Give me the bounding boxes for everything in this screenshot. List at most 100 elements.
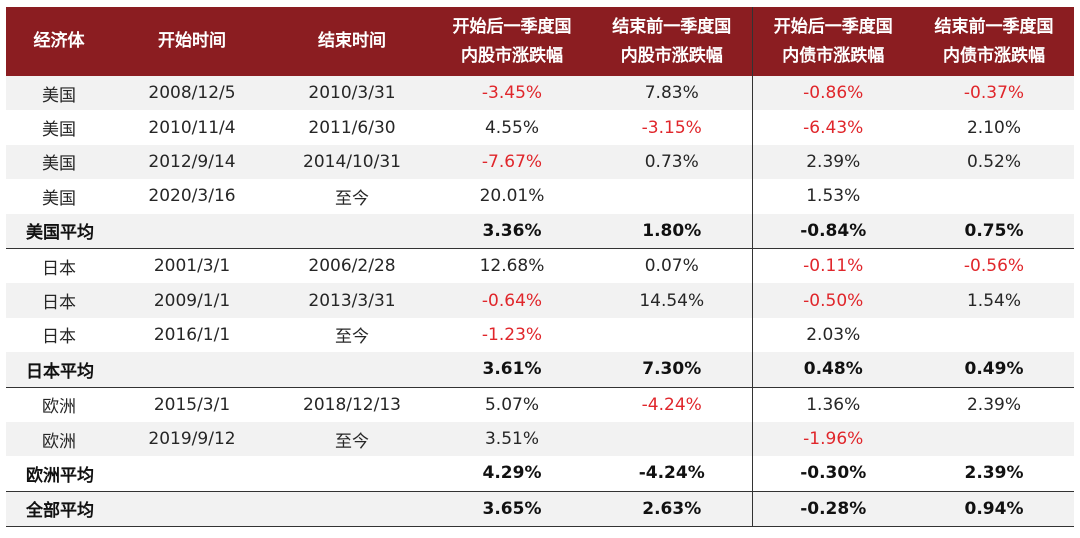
cell-bond-before-end: 2.39% [964,463,1024,484]
cell-start-date [112,213,272,249]
cell-economy: 日本 [6,283,112,318]
cell-stock-before-end [592,318,752,352]
cell-start-date: 2001/3/1 [112,247,272,284]
cell-economy: 美国 [6,144,112,180]
cell-start-date: 2012/9/14 [112,144,272,180]
cell-bond-after-start: 0.48% [751,352,914,388]
header-stock-after-start: 开始后一季度国 内股市涨跌幅 [432,7,592,76]
cell-end-date [272,352,432,388]
cell-stock-before-end: 1.80% [592,213,752,249]
cell-stock-after-start: 5.07% [432,386,592,422]
cell-economy: 美国 [6,76,112,111]
cell-start-date: 2016/1/1 [153,324,231,345]
cell-bond-before-end: 0.49% [914,352,1074,388]
table-row: 日本 2009/1/1 2013/3/31 -0.64% 14.54% -0.50% 1.5… [6,283,1074,318]
cell-bond-after-start: 2.39% [751,144,914,180]
cell-end-date: 至今 [335,188,369,209]
header-row: 经济体 开始时间 结束时间 开始后一季度国 内股市涨跌幅 结束前一季度国 内股市涨跌… [6,7,1074,76]
cell-stock-after-start: -3.45% [432,76,592,111]
cell-bond-before-end: 2.10% [966,117,1021,138]
cell-bond-before-end: 0.94% [914,490,1074,528]
cell-end-date: 2018/12/13 [272,386,432,422]
cell-start-date [112,456,272,491]
cell-stock-after-start: 3.36% [432,213,592,249]
cell-start-date [112,352,272,388]
average-row: 欧洲平均 4.29% -4.24% -0.30% 2.39% [6,456,1074,492]
cell-stock-before-end: 7.30% [592,352,752,388]
header-economy: 经济体 [6,7,112,76]
cell-bond-after-start: -1.96% [751,421,914,457]
table-row: 欧洲 2015/3/1 2018/12/13 5.07% -4.24% 1.36% 2.39… [6,386,1074,422]
cell-bond-before-end [914,179,1074,213]
cell-end-date: 2013/3/31 [272,283,432,318]
cell-end-date [272,490,432,528]
header-bond-before-end: 结束前一季度国 内债市涨跌幅 [914,7,1074,76]
header-stock-before-end: 结束前一季度国 内股市涨跌幅 [592,7,752,76]
cell-stock-after-start: -1.23% [481,324,543,345]
cell-end-date: 至今 [335,327,369,348]
cell-stock-after-start: 4.29% [482,463,542,484]
cell-bond-before-end: -0.56% [914,247,1074,284]
cell-stock-after-start: 4.55% [484,117,539,138]
cell-economy: 日本 [6,247,112,284]
cell-bond-after-start: -0.11% [751,247,914,284]
cell-stock-after-start: 3.51% [432,421,592,457]
cell-start-date: 2019/9/12 [112,421,272,457]
cell-stock-after-start: 3.65% [432,490,592,528]
cell-stock-before-end: 0.07% [592,247,752,284]
cell-bond-after-start: 2.03% [751,317,914,353]
cell-end-date: 至今 [272,421,432,457]
cell-bond-before-end: 2.39% [914,386,1074,422]
table-row: 美国 2020/3/16 至今 20.01% 1.53% [6,179,1074,214]
average-row: 日本平均 3.61% 7.30% 0.48% 0.49% [6,352,1074,388]
cell-stock-before-end: -4.24% [592,386,752,422]
table-row: 欧洲 2019/9/12 至今 3.51% -1.96% [6,421,1074,457]
cell-economy: 日本 [42,327,76,348]
cell-stock-after-start: -7.67% [432,144,592,180]
cell-economy: 全部平均 [6,490,112,528]
cell-bond-after-start: -0.84% [751,213,914,249]
average-row: 全部平均 3.65% 2.63% -0.28% 0.94% [6,490,1074,528]
cell-bond-after-start: -0.86% [751,76,914,111]
cell-bond-after-start: -0.28% [751,490,914,528]
cell-bond-before-end: 1.54% [914,283,1074,318]
table-row: 美国 2012/9/14 2014/10/31 -7.67% 0.73% 2.39% 0.5… [6,144,1074,180]
comparison-table: 经济体 开始时间 结束时间 开始后一季度国 内股市涨跌幅 结束前一季度国 内股市涨跌… [6,7,1074,528]
cell-economy: 美国 [42,188,76,209]
cell-start-date [112,490,272,528]
cell-bond-before-end: -0.37% [914,76,1074,111]
cell-economy: 欧洲 [6,421,112,457]
cell-stock-before-end [592,179,752,213]
cell-stock-after-start: 12.68% [432,247,592,284]
cell-end-date: 2010/3/31 [272,76,432,111]
cell-bond-after-start: -0.30% [751,456,914,492]
cell-economy: 美国 [42,120,76,141]
cell-end-date [272,456,432,491]
cell-stock-after-start: -0.64% [432,283,592,318]
cell-economy: 美国平均 [6,213,112,249]
cell-stock-before-end: 7.83% [592,76,752,111]
cell-bond-after-start: 1.53% [751,179,914,214]
cell-bond-before-end: 0.75% [914,213,1074,249]
table-body: 美国 2008/12/5 2010/3/31 -3.45% 7.83% -0.86% -0.… [6,76,1074,528]
average-row: 美国平均 3.36% 1.80% -0.84% 0.75% [6,213,1074,249]
cell-start-date: 2010/11/4 [148,117,236,138]
cell-stock-after-start: 20.01% [479,186,545,207]
cell-stock-after-start: 3.61% [432,352,592,388]
cell-bond-before-end [914,318,1074,352]
header-bond-after-start: 开始后一季度国 内债市涨跌幅 [751,7,914,76]
cell-economy: 欧洲 [6,386,112,422]
cell-economy: 日本平均 [6,352,112,388]
cell-stock-before-end: 2.63% [592,490,752,528]
cell-stock-before-end [592,421,752,457]
cell-start-date: 2015/3/1 [112,386,272,422]
table-row: 日本 2001/3/1 2006/2/28 12.68% 0.07% -0.11% -0.5… [6,247,1074,284]
cell-start-date: 2008/12/5 [112,76,272,111]
cell-bond-after-start: 1.36% [751,386,914,422]
cell-start-date: 2009/1/1 [112,283,272,318]
cell-end-date [272,213,432,249]
cell-end-date: 2011/6/30 [308,117,396,138]
header-start-date: 开始时间 [112,7,272,76]
cell-end-date: 2006/2/28 [272,247,432,284]
table-row: 美国 2008/12/5 2010/3/31 -3.45% 7.83% -0.86% -0.… [6,76,1074,111]
